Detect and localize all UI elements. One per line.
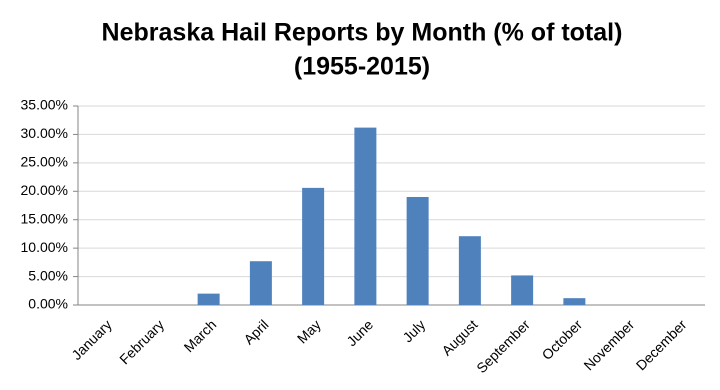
bar	[354, 127, 377, 305]
bar	[302, 187, 325, 305]
chart-subtitle: (1955-2015)	[294, 53, 430, 81]
x-tick-label: February	[116, 316, 167, 367]
x-tick-label: November	[580, 316, 637, 373]
y-tick-label: 30.00%	[21, 125, 68, 141]
x-tick-label: December	[633, 316, 690, 373]
y-tick-label: 0.00%	[28, 296, 68, 312]
x-tick-label: October	[539, 316, 586, 363]
bar	[197, 293, 220, 305]
x-tick-label: September	[473, 316, 533, 376]
chart-title: Nebraska Hail Reports by Month (% of tot…	[102, 19, 623, 47]
y-tick-label: 10.00%	[21, 239, 68, 255]
bar	[249, 261, 272, 305]
y-tick-label: 15.00%	[21, 210, 68, 226]
bar	[511, 275, 534, 305]
y-tick-label: 5.00%	[28, 267, 68, 283]
x-tick-label: March	[181, 316, 220, 355]
x-tick-label: July	[399, 316, 428, 345]
x-tick-label: August	[438, 316, 480, 358]
bar	[563, 298, 586, 305]
bar	[458, 236, 481, 305]
x-tick-label: June	[343, 316, 376, 349]
x-tick-label: April	[240, 316, 271, 347]
y-tick-label: 20.00%	[21, 182, 68, 198]
x-tick-label: January	[68, 316, 115, 363]
y-tick-label: 25.00%	[21, 154, 68, 170]
y-tick-label: 35.00%	[21, 97, 68, 113]
x-tick-label: May	[294, 316, 324, 346]
bar	[406, 196, 429, 305]
